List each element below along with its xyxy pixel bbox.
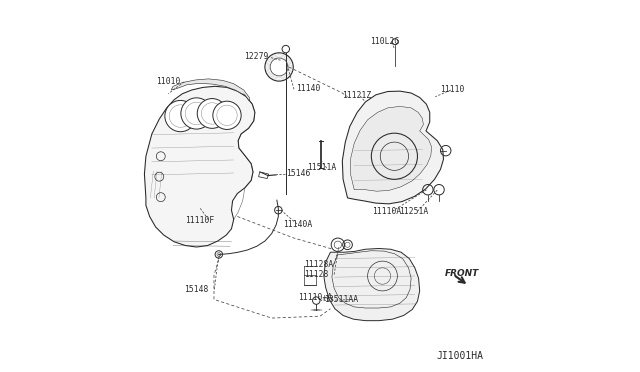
Text: 11140A: 11140A	[283, 220, 312, 229]
Text: 11511A: 11511A	[307, 163, 336, 172]
Text: JI1001HA: JI1001HA	[436, 352, 483, 361]
Text: 11110+A: 11110+A	[298, 293, 332, 302]
Text: FRONT: FRONT	[445, 269, 479, 278]
Circle shape	[213, 101, 241, 129]
Circle shape	[165, 100, 196, 132]
Polygon shape	[145, 86, 255, 247]
Text: 11128: 11128	[305, 270, 329, 279]
Text: 15148: 15148	[184, 285, 209, 294]
Text: 11251A: 11251A	[399, 207, 428, 216]
Text: 110L2G: 110L2G	[370, 37, 399, 46]
Circle shape	[181, 98, 212, 129]
Text: 11110A: 11110A	[372, 207, 401, 216]
Polygon shape	[342, 91, 444, 204]
Text: 11110F: 11110F	[186, 216, 214, 225]
Polygon shape	[324, 248, 420, 321]
Text: 11010: 11010	[156, 77, 180, 86]
Text: 15146: 15146	[287, 169, 311, 178]
Polygon shape	[172, 79, 250, 101]
Text: 13511AA: 13511AA	[324, 295, 358, 304]
Text: 11121Z: 11121Z	[342, 91, 371, 100]
Text: 11140: 11140	[296, 84, 321, 93]
Text: 12279: 12279	[244, 52, 268, 61]
Text: 11110: 11110	[440, 85, 464, 94]
Circle shape	[197, 99, 227, 128]
Polygon shape	[351, 106, 431, 191]
Text: 11128A: 11128A	[305, 260, 333, 269]
